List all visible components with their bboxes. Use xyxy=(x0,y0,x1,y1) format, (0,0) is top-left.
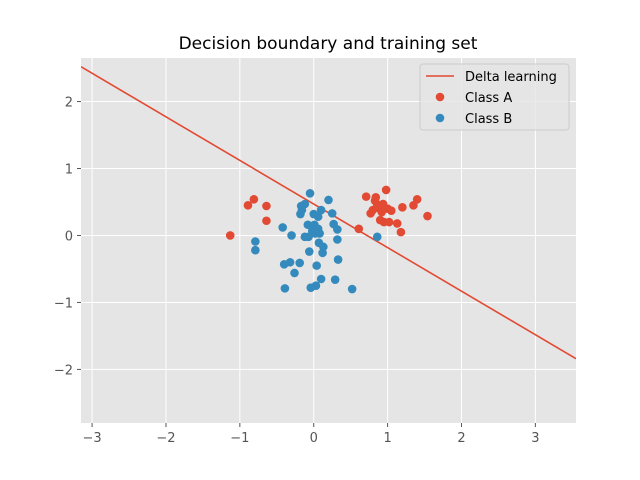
legend-marker-class-b xyxy=(435,113,445,123)
legend-label-class-a: Class A xyxy=(465,91,512,106)
class-b-point xyxy=(315,229,324,238)
class-b-points xyxy=(251,188,382,294)
class-b-point xyxy=(316,205,326,215)
class-b-point xyxy=(278,223,287,232)
class-b-point xyxy=(327,209,337,218)
class-a-points xyxy=(225,185,432,240)
class-b-point xyxy=(347,284,357,294)
class-b-point xyxy=(304,247,314,256)
x-tick-label: 3 xyxy=(531,431,539,446)
y-tick-label: 1 xyxy=(65,163,73,178)
class-b-point xyxy=(333,225,342,234)
legend-marker-class-a xyxy=(435,92,445,102)
class-a-point xyxy=(361,192,371,201)
class-a-point xyxy=(398,203,407,212)
chart-title: Decision boundary and training set xyxy=(179,34,478,54)
class-b-point xyxy=(290,268,299,278)
class-b-point xyxy=(324,195,333,205)
class-b-point xyxy=(303,220,313,230)
class-b-point xyxy=(305,188,315,198)
class-a-point xyxy=(249,195,259,204)
class-a-point xyxy=(423,211,432,221)
legend-label-class-b: Class B xyxy=(465,112,512,127)
class-b-point xyxy=(287,231,296,240)
class-b-point xyxy=(372,232,382,242)
class-b-point xyxy=(285,257,295,267)
class-b-point xyxy=(313,212,323,222)
class-a-point xyxy=(396,227,406,237)
class-b-point xyxy=(316,274,326,284)
x-axis-ticks: −3 −2 −1 0 1 2 3 xyxy=(82,423,540,446)
class-b-point xyxy=(330,275,340,284)
x-tick-label: 2 xyxy=(457,431,465,446)
y-tick-label: −1 xyxy=(54,296,73,311)
x-tick-label: 0 xyxy=(310,431,318,446)
legend: Delta learning Class A Class B xyxy=(419,63,570,131)
class-a-point xyxy=(392,219,402,228)
class-b-point xyxy=(251,237,260,246)
class-a-point xyxy=(243,201,253,210)
class-a-point xyxy=(412,195,422,204)
class-a-point xyxy=(381,185,391,195)
class-a-point xyxy=(225,231,235,240)
class-b-point xyxy=(311,281,321,291)
class-b-point xyxy=(333,255,343,264)
class-b-point xyxy=(319,242,328,252)
class-a-point xyxy=(262,201,271,211)
y-tick-label: −2 xyxy=(54,363,73,378)
class-b-point xyxy=(280,284,290,293)
class-b-point xyxy=(300,199,310,209)
class-a-point xyxy=(262,216,271,226)
y-tick-label: 0 xyxy=(65,229,73,244)
class-b-point xyxy=(333,235,342,244)
class-b-point xyxy=(312,261,321,270)
x-tick-label: −3 xyxy=(82,431,101,446)
legend-label-delta-learning: Delta learning xyxy=(465,70,557,85)
class-a-point xyxy=(384,217,394,227)
class-a-point xyxy=(354,224,364,234)
y-axis-ticks: −2 −1 0 1 2 xyxy=(54,96,81,378)
class-b-point xyxy=(295,258,304,268)
x-tick-label: −1 xyxy=(230,431,249,446)
class-a-point xyxy=(371,193,381,202)
x-tick-label: 1 xyxy=(383,431,391,446)
x-tick-label: −2 xyxy=(156,431,175,446)
class-b-point xyxy=(251,245,260,255)
legend-box xyxy=(419,63,570,131)
y-tick-label: 2 xyxy=(65,96,73,111)
class-a-point xyxy=(386,206,396,215)
